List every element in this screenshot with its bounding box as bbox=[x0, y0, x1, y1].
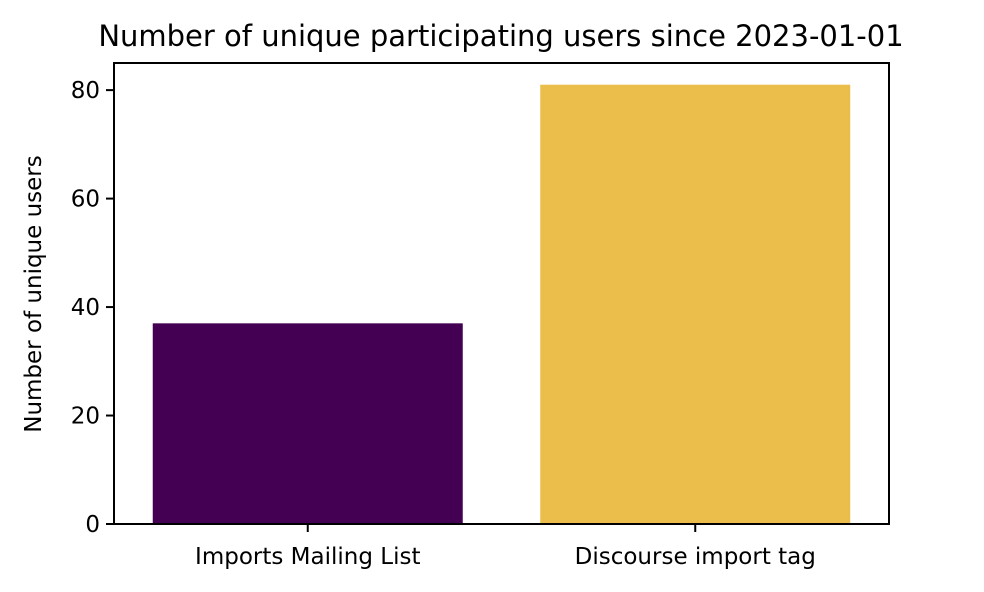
bar-1 bbox=[540, 84, 851, 524]
y-tick-label-0: 0 bbox=[85, 512, 100, 538]
x-tick-label-1: Discourse import tag bbox=[575, 544, 816, 570]
y-tick-label-3: 60 bbox=[71, 187, 100, 213]
bars-group bbox=[152, 84, 851, 524]
y-axis-ticks: 0 20 40 60 80 bbox=[71, 78, 114, 538]
chart-title: Number of unique participating users sin… bbox=[98, 19, 903, 53]
y-tick-label-4: 80 bbox=[71, 78, 100, 104]
bar-0 bbox=[152, 323, 463, 524]
y-axis-label: Number of unique users bbox=[21, 155, 47, 433]
y-tick-label-2: 40 bbox=[71, 295, 100, 321]
x-tick-label-0: Imports Mailing List bbox=[195, 544, 420, 570]
y-tick-label-1: 20 bbox=[71, 404, 100, 430]
x-axis-ticks: Imports Mailing List Discourse import tag bbox=[195, 524, 816, 570]
plot-frame bbox=[113, 62, 890, 525]
